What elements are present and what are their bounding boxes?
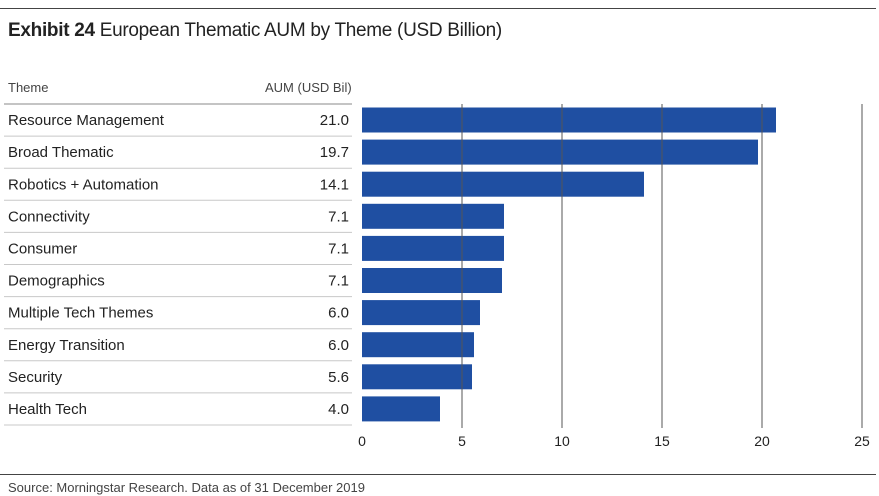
value-label: 7.1: [328, 240, 349, 257]
category-label: Energy Transition: [8, 337, 125, 354]
bar: [362, 235, 504, 261]
x-tick-label: 5: [458, 433, 466, 449]
category-label: Connectivity: [8, 208, 90, 225]
category-label: Resource Management: [8, 112, 165, 129]
category-label: Security: [8, 369, 63, 386]
source-note: Source: Morningstar Research. Data as of…: [8, 480, 365, 495]
bar: [362, 203, 504, 229]
bar: [362, 268, 502, 293]
bar: [362, 107, 776, 133]
x-tick-label: 15: [654, 433, 670, 449]
top-rule: [0, 8, 876, 9]
value-label: 4.0: [328, 401, 349, 418]
x-tick-label: 25: [854, 433, 870, 449]
category-label: Broad Thematic: [8, 144, 114, 161]
column-header-theme: Theme: [8, 80, 49, 95]
value-label: 14.1: [320, 176, 349, 193]
value-label: 6.0: [328, 337, 349, 354]
value-label: 7.1: [328, 208, 349, 225]
chart-title: Exhibit 24 European Thematic AUM by Them…: [8, 20, 502, 42]
value-label: 7.1: [328, 273, 349, 290]
exhibit-title: European Thematic AUM by Theme (USD Bill…: [99, 20, 502, 41]
category-label: Multiple Tech Themes: [8, 305, 153, 322]
bar: [362, 171, 644, 197]
category-label: Robotics + Automation: [8, 176, 159, 193]
x-tick-label: 10: [554, 433, 570, 449]
value-label: 21.0: [320, 112, 349, 129]
bar: [362, 332, 474, 358]
category-label: Consumer: [8, 240, 77, 257]
category-label: Demographics: [8, 273, 105, 290]
bar: [362, 300, 480, 326]
x-tick-label: 20: [754, 433, 770, 449]
bar: [362, 139, 758, 165]
column-header-aum: AUM (USD Bil): [265, 80, 352, 95]
bar: [362, 364, 472, 390]
value-label: 19.7: [320, 144, 349, 161]
value-label: 6.0: [328, 305, 349, 322]
exhibit-number: Exhibit 24: [8, 20, 95, 41]
x-tick-label: 0: [358, 433, 366, 449]
category-label: Health Tech: [8, 401, 87, 418]
bottom-rule: [0, 474, 876, 475]
bar: [362, 396, 440, 422]
value-label: 5.6: [328, 369, 349, 386]
